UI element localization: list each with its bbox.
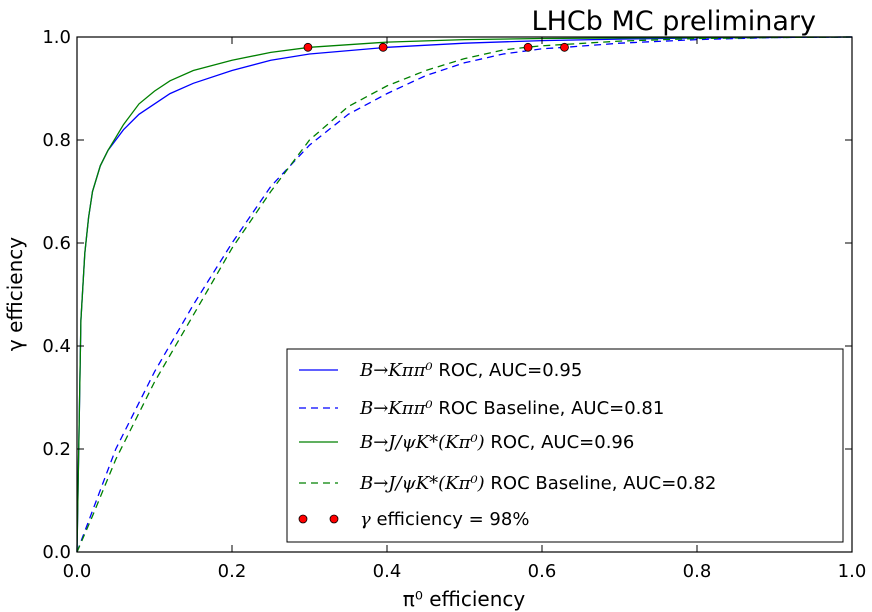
marker-point-4 bbox=[560, 42, 569, 52]
legend: B→Kππ⁰ ROC, AUC=0.95 B→Kππ⁰ ROC Baseline,… bbox=[286, 348, 844, 543]
series-line-3 bbox=[76, 36, 852, 553]
marker-point-2 bbox=[378, 42, 388, 52]
legend-label-4: B→J/ψK*(Kπ⁰) ROC Baseline, AUC=0.82 bbox=[359, 473, 716, 494]
x-tick-label-2: 0.4 bbox=[373, 561, 402, 582]
chart-title: LHCb MC preliminary bbox=[532, 6, 816, 37]
y-tick-label-5: 1.0 bbox=[42, 27, 71, 48]
y-tick-label-2: 0.4 bbox=[42, 336, 71, 357]
y-tick-label-4: 0.8 bbox=[42, 130, 71, 151]
x-tick-label-4: 0.8 bbox=[683, 561, 712, 582]
y-axis-title: γ efficiency bbox=[3, 237, 27, 351]
x-tick-label-5: 1.0 bbox=[838, 561, 867, 582]
series-layer bbox=[76, 36, 853, 553]
y-tick-label-1: 0.2 bbox=[42, 439, 71, 460]
x-tick-label-3: 0.6 bbox=[528, 561, 557, 582]
plot-frame bbox=[76, 36, 853, 553]
legend-items: B→Kππ⁰ ROC, AUC=0.95 B→Kππ⁰ ROC Baseline,… bbox=[298, 360, 716, 530]
legend-marker-handle-2 bbox=[329, 514, 339, 524]
marker-point-1 bbox=[303, 42, 313, 52]
legend-label-1: B→Kππ⁰ ROC, AUC=0.95 bbox=[359, 360, 582, 381]
series-line-2 bbox=[76, 36, 853, 553]
x-axis-title: π⁰ efficiency bbox=[403, 587, 526, 611]
series-line-4 bbox=[76, 36, 853, 553]
x-tick-label-1: 0.2 bbox=[218, 561, 247, 582]
y-tick-label-0: 0.0 bbox=[42, 542, 71, 563]
legend-label-3: B→J/ψK*(Kπ⁰) ROC, AUC=0.96 bbox=[359, 432, 634, 453]
legend-box bbox=[286, 348, 844, 543]
legend-label-5: γ efficiency = 98% bbox=[360, 509, 529, 530]
legend-marker-handle-1 bbox=[298, 514, 308, 524]
marker-layer bbox=[303, 42, 569, 52]
ticks-layer: 0.0 0.2 0.4 0.6 0.8 1.0 0.0 0.2 0.4 0.6 0.8 1.0 bbox=[42, 27, 866, 582]
y-tick-label-3: 0.6 bbox=[42, 233, 71, 254]
marker-point-3 bbox=[523, 42, 533, 52]
x-tick-label-0: 0.0 bbox=[63, 561, 92, 582]
legend-label-2: B→Kππ⁰ ROC Baseline, AUC=0.81 bbox=[359, 398, 664, 419]
